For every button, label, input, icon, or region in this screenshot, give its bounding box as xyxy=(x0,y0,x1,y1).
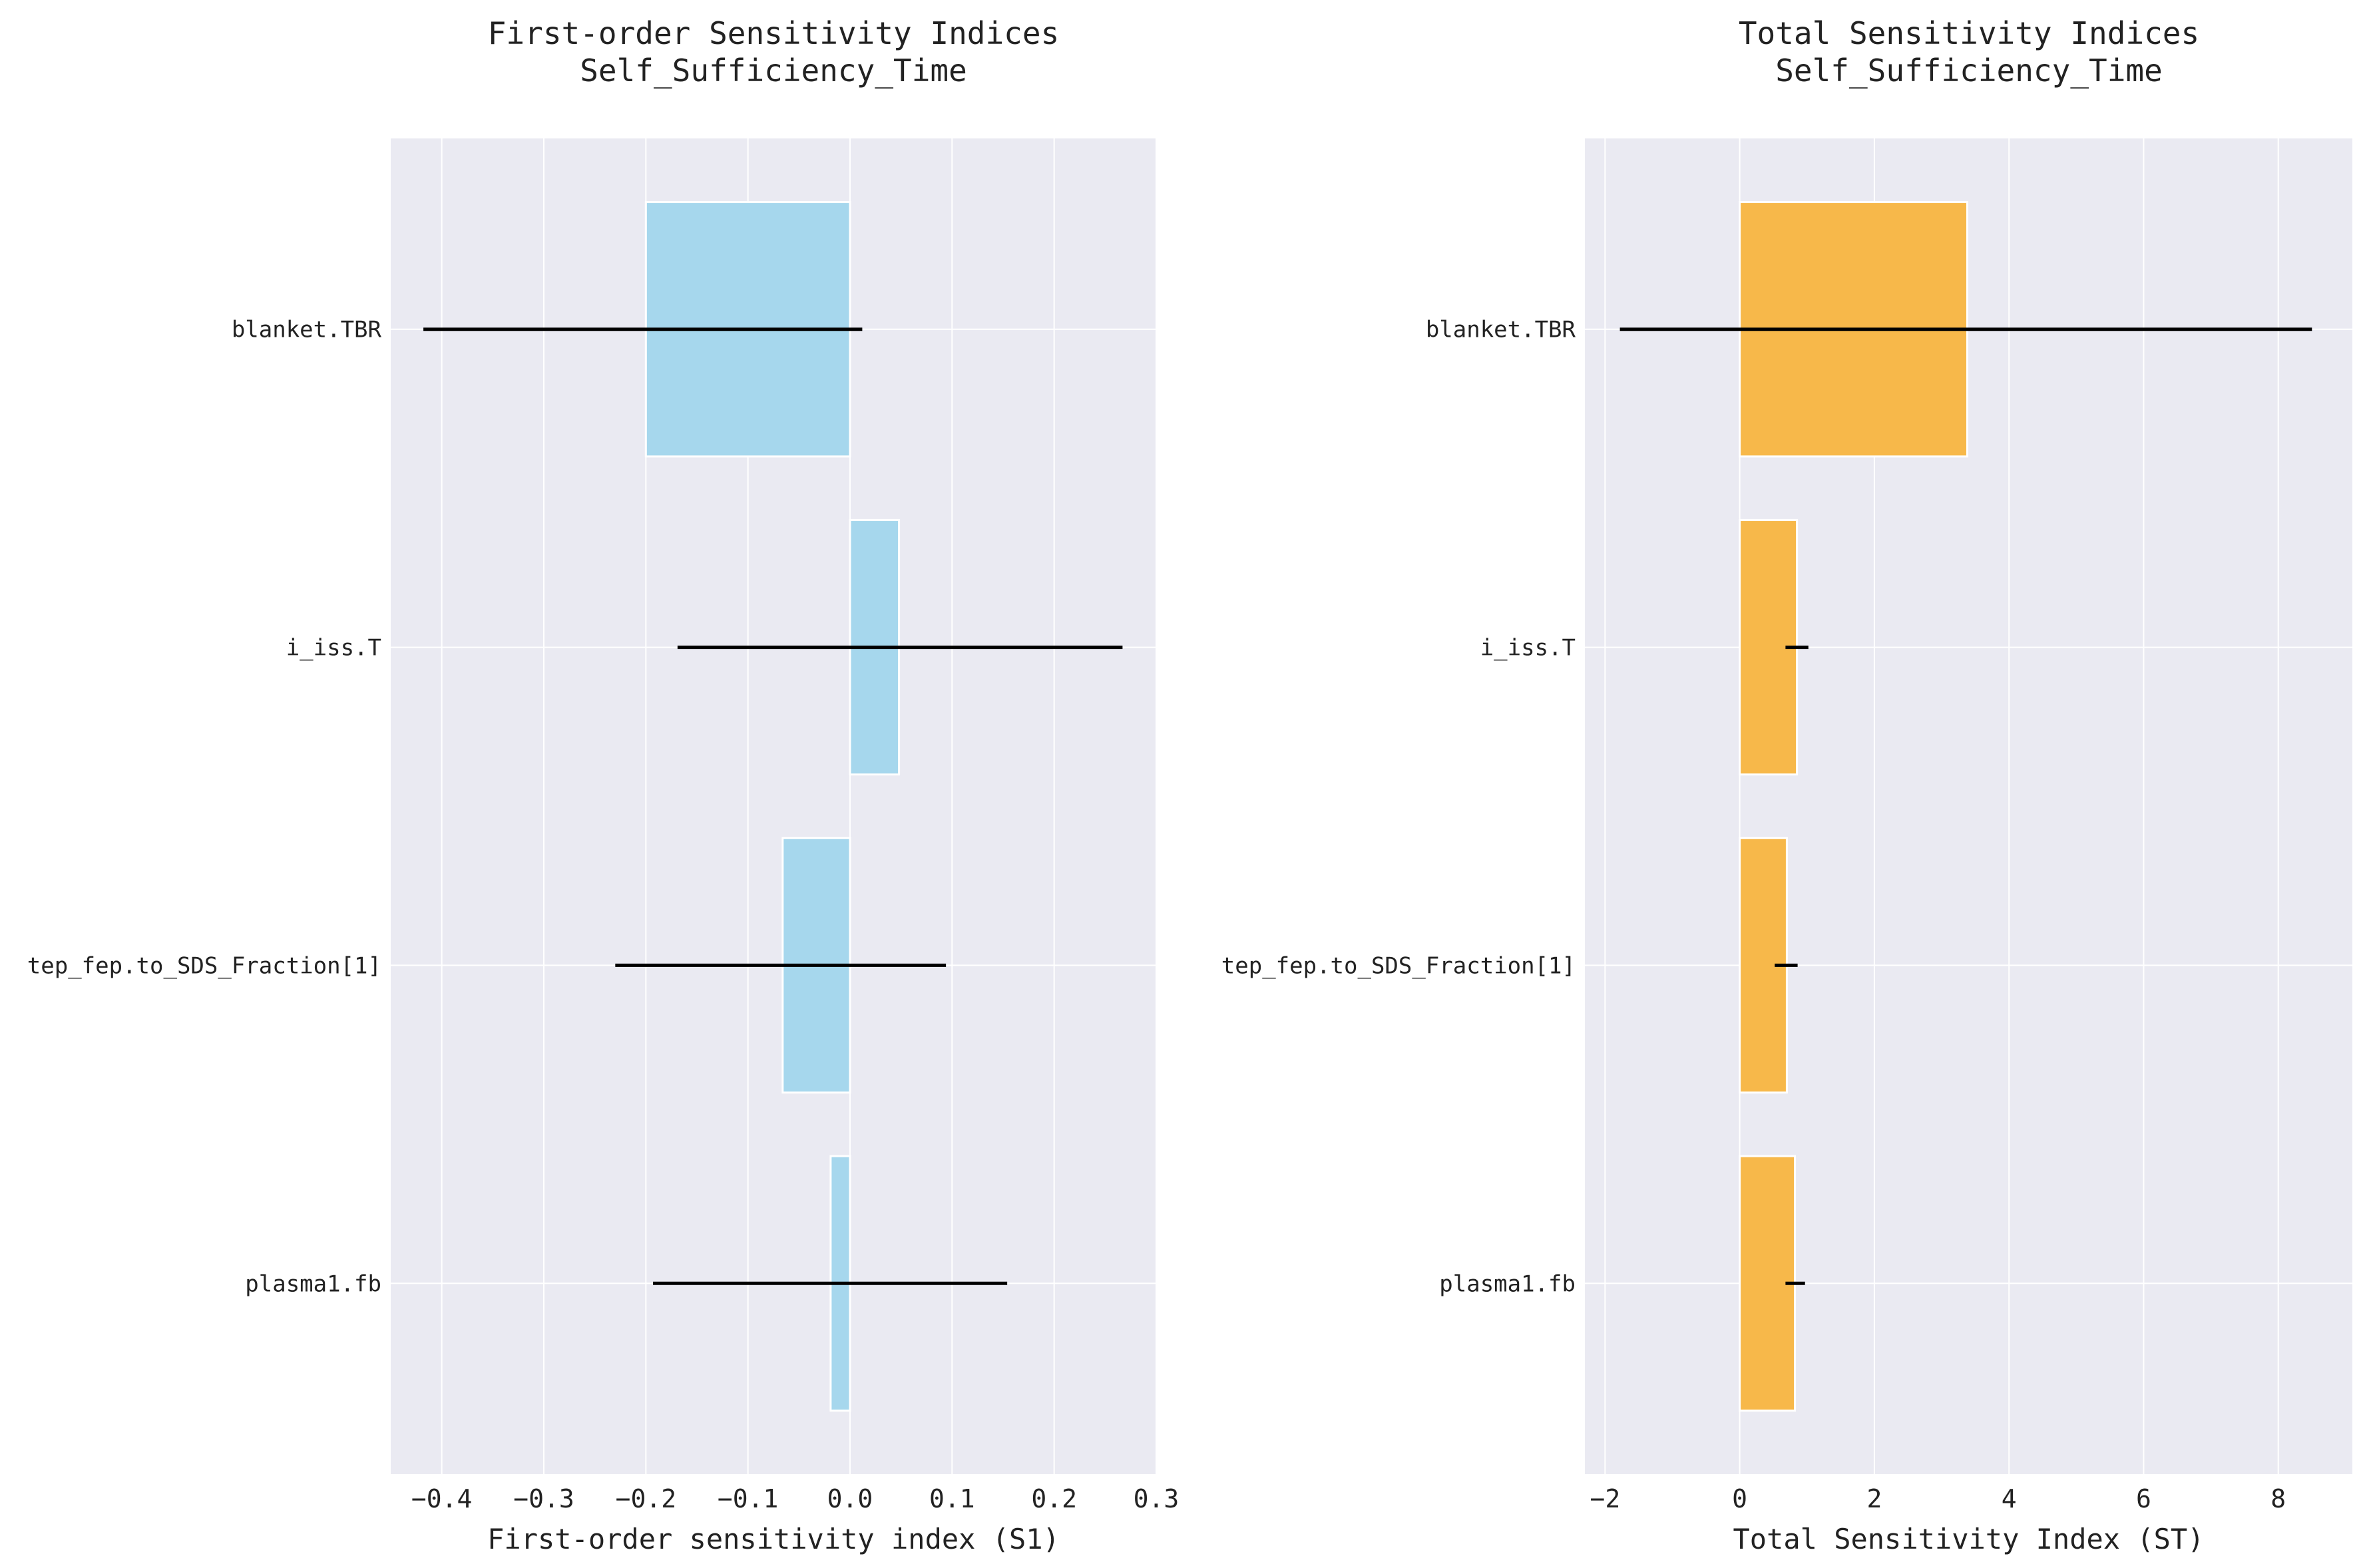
total-order-category-label-0: blanket.TBR xyxy=(1426,317,1576,343)
first-order-x-tick-label-4: 0.0 xyxy=(827,1484,873,1513)
total-order-chart: Total Sensitivity Indices Self_Sufficien… xyxy=(1221,15,2352,1555)
first-order-x-tick-label-5: 0.1 xyxy=(929,1484,975,1513)
total-order-x-axis-label: Total Sensitivity Index (ST) xyxy=(1733,1523,2204,1555)
total-order-chart-subtitle: Self_Sufficiency_Time xyxy=(1775,53,2163,89)
first-order-category-label-3: plasma1.fb xyxy=(245,1271,381,1297)
total-order-x-tick-label-1: 0 xyxy=(1732,1484,1747,1513)
total-order-x-tick-label-0: −2 xyxy=(1590,1484,1620,1513)
total-order-x-tick-label-3: 4 xyxy=(2002,1484,2017,1513)
total-order-x-tick-label-4: 6 xyxy=(2136,1484,2151,1513)
total-order-category-label-3: plasma1.fb xyxy=(1439,1271,1576,1297)
first-order-x-tick-label-0: −0.4 xyxy=(411,1484,473,1513)
total-order-x-tick-label-5: 8 xyxy=(2270,1484,2286,1513)
first-order-chart: First-order Sensitivity Indices Self_Suf… xyxy=(27,15,1180,1555)
first-order-x-tick-label-6: 0.2 xyxy=(1031,1484,1077,1513)
total-order-chart-title: Total Sensitivity Indices xyxy=(1739,15,2199,51)
first-order-x-tick-label-1: −0.3 xyxy=(513,1484,574,1513)
total-order-category-label-1: i_iss.T xyxy=(1480,635,1576,662)
first-order-x-axis-label: First-order sensitivity index (S1) xyxy=(487,1523,1060,1555)
first-order-chart-title: First-order Sensitivity Indices xyxy=(488,15,1060,51)
first-order-x-tick-label-2: −0.2 xyxy=(616,1484,677,1513)
first-order-category-label-1: i_iss.T xyxy=(286,635,381,662)
total-order-plot-area xyxy=(1585,138,2352,1474)
first-order-category-label-2: tep_fep.to_SDS_Fraction[1] xyxy=(27,952,381,979)
first-order-x-tick-label-3: −0.1 xyxy=(718,1484,779,1513)
total-order-x-tick-label-2: 2 xyxy=(1866,1484,1882,1513)
first-order-x-tick-label-7: 0.3 xyxy=(1134,1484,1180,1513)
total-order-category-label-2: tep_fep.to_SDS_Fraction[1] xyxy=(1221,952,1576,979)
first-order-category-label-0: blanket.TBR xyxy=(232,317,382,343)
first-order-chart-subtitle: Self_Sufficiency_Time xyxy=(580,53,967,89)
